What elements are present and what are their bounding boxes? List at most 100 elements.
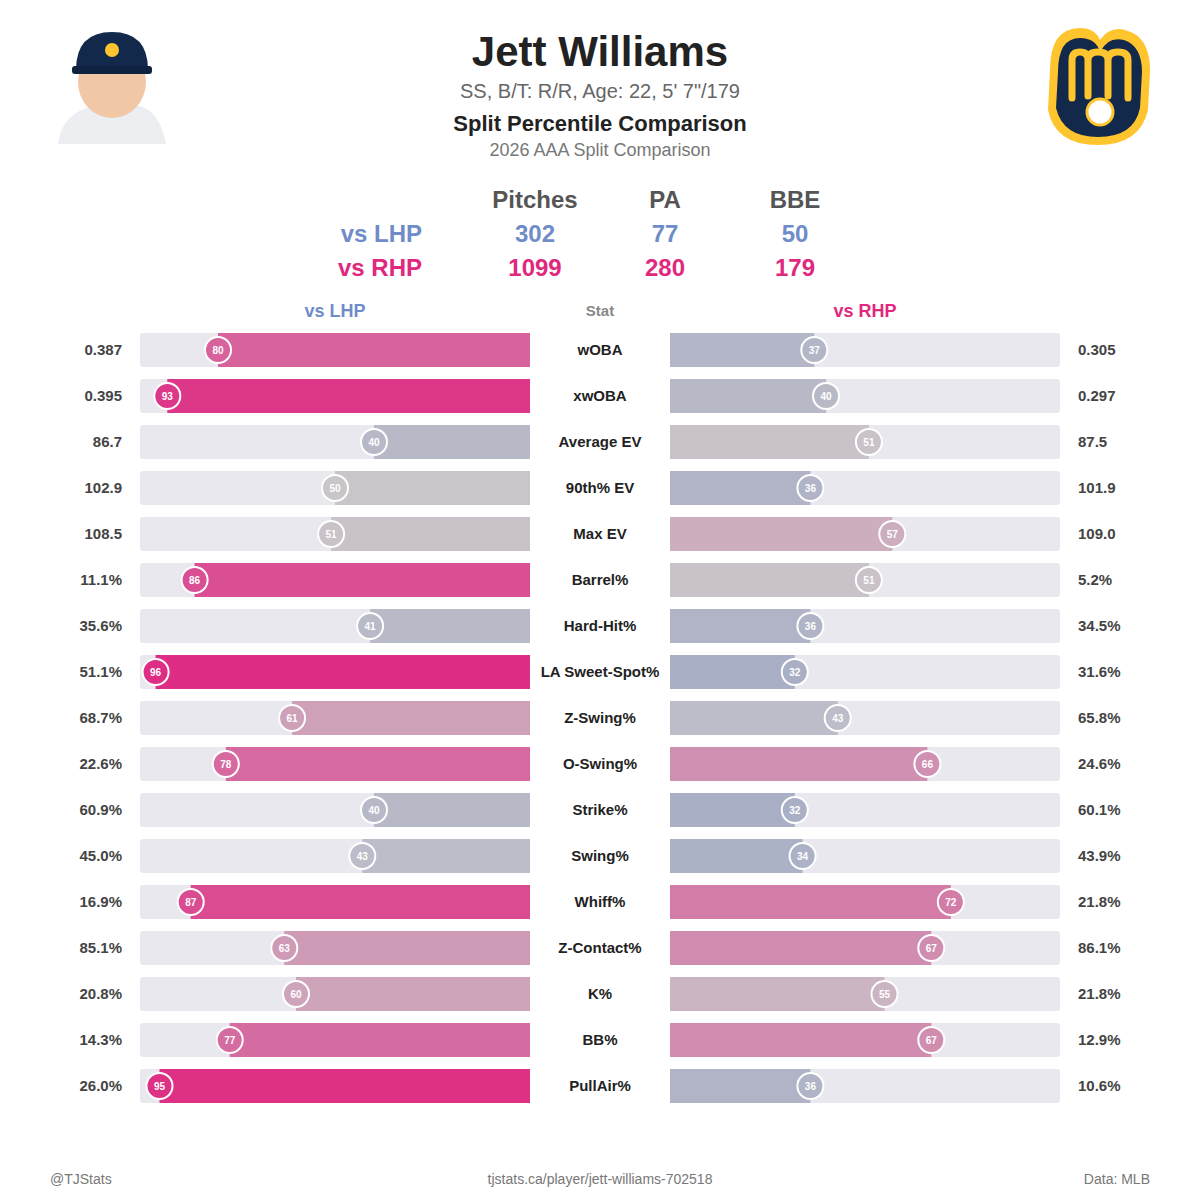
track [670, 379, 1060, 413]
percentile-dot [178, 889, 204, 915]
table-column-head: BBE [770, 186, 821, 213]
stat-value: 26.0% [79, 1077, 122, 1094]
bar [670, 1069, 810, 1103]
bar [292, 701, 530, 735]
percentile-label: 67 [926, 943, 938, 954]
track [140, 379, 530, 413]
table-cell: 1099 [508, 254, 561, 281]
track [140, 839, 530, 873]
percentile-label: 43 [357, 851, 369, 862]
percentile-label: 40 [368, 805, 380, 816]
category-label: xwOBA [573, 387, 627, 404]
track [670, 977, 1060, 1011]
track [140, 333, 530, 367]
stat-value: 85.1% [79, 939, 122, 956]
chart-root: Jett WilliamsSS, B/T: R/R, Age: 22, 5' 7… [0, 0, 1200, 1200]
stat-value: 22.6% [79, 755, 122, 772]
track [140, 425, 530, 459]
track [670, 1069, 1060, 1103]
category-label: BB% [582, 1031, 617, 1048]
percentile-label: 50 [329, 483, 341, 494]
category-label: wOBA [577, 341, 623, 358]
category-label: Z-Swing% [564, 709, 636, 726]
percentile-dot [349, 843, 375, 869]
table-column-head: Pitches [492, 186, 577, 213]
percentile-dot [825, 705, 851, 731]
panel-head: vs LHP [304, 301, 365, 321]
stat-value: 87.5 [1078, 433, 1107, 450]
category-label: Z-Contact% [558, 939, 641, 956]
bar [374, 793, 530, 827]
bar [670, 517, 892, 551]
tracks [670, 333, 1060, 1103]
track [670, 563, 1060, 597]
track [670, 517, 1060, 551]
track [670, 425, 1060, 459]
category-label: Average EV [559, 433, 642, 450]
category-label: Whiff% [575, 893, 626, 910]
table-cell: 179 [775, 254, 815, 281]
percentile-labels: 3740513657513632436632347267556736 [789, 345, 957, 1092]
percentile-dot [357, 613, 383, 639]
stat-value: 45.0% [79, 847, 122, 864]
track [670, 701, 1060, 735]
stat-value: 14.3% [79, 1031, 122, 1048]
category-label: Swing% [571, 847, 629, 864]
bar [335, 471, 530, 505]
logo-outer [1048, 28, 1150, 145]
stat-value: 10.6% [1078, 1077, 1121, 1094]
track [670, 793, 1060, 827]
stat-value: 109.0 [1078, 525, 1116, 542]
track [670, 609, 1060, 643]
stat-value: 35.6% [79, 617, 122, 634]
track [140, 747, 530, 781]
stat-value: 21.8% [1078, 985, 1121, 1002]
stat-column-head: Stat [586, 302, 614, 319]
stat-value: 5.2% [1078, 571, 1112, 588]
percentile-label: 36 [805, 621, 817, 632]
percentile-dot [872, 981, 898, 1007]
percentile-dot [918, 935, 944, 961]
track [670, 655, 1060, 689]
track [140, 655, 530, 689]
stat-value: 0.387 [84, 341, 122, 358]
stat-value: 20.8% [79, 985, 122, 1002]
stat-value: 86.1% [1078, 939, 1121, 956]
photo-cap-brim [72, 66, 152, 74]
bar [670, 931, 931, 965]
category-label: Max EV [573, 525, 626, 542]
percentile-dot [938, 889, 964, 915]
percentile-dot [801, 337, 827, 363]
bar [362, 839, 530, 873]
track [140, 517, 530, 551]
bar [670, 609, 810, 643]
stat-value: 0.305 [1078, 341, 1116, 358]
bar [670, 655, 795, 689]
bar [670, 747, 927, 781]
category-label: Hard-Hit% [564, 617, 637, 634]
percentile-label: 86 [189, 575, 201, 586]
percentile-dot [914, 751, 940, 777]
percentile-dot [143, 659, 169, 685]
percentile-label: 61 [287, 713, 299, 724]
category-label: K% [588, 985, 612, 1002]
percentile-dot [918, 1027, 944, 1053]
background [0, 0, 1200, 1200]
stat-value: 65.8% [1078, 709, 1121, 726]
percentile-label: 95 [154, 1081, 166, 1092]
stat-value: 34.5% [1078, 617, 1121, 634]
stat-value: 86.7 [93, 433, 122, 450]
table-cell: 77 [652, 220, 679, 247]
percentile-label: 96 [150, 667, 162, 678]
table-row-label: vs RHP [338, 254, 422, 281]
bar [218, 333, 530, 367]
bar [670, 333, 814, 367]
track [670, 333, 1060, 367]
percentile-dot [318, 521, 344, 547]
panel-head: vs RHP [833, 301, 896, 321]
footer-center: tjstats.ca/player/jett-williams-702518 [488, 1171, 713, 1187]
table-row-label: vs LHP [341, 220, 422, 247]
stat-value: 102.9 [84, 479, 122, 496]
stat-value: 24.6% [1078, 755, 1121, 772]
track [140, 977, 530, 1011]
